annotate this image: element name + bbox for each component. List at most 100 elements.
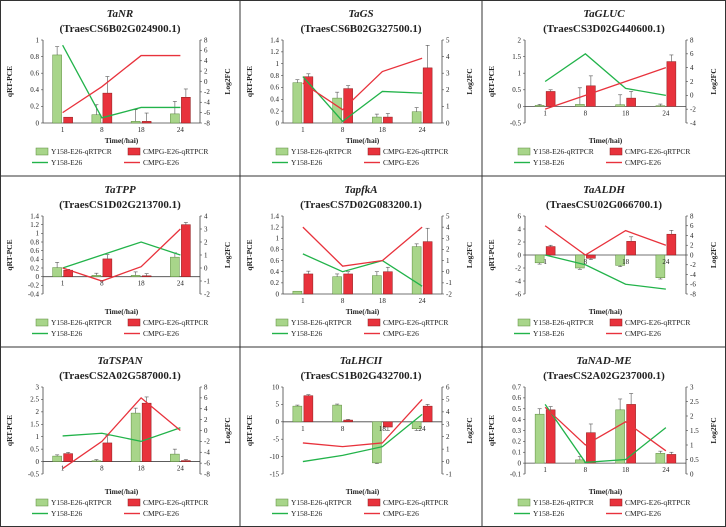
y2-tick-label: 4: [204, 405, 208, 413]
x-tick-label: 8: [100, 280, 104, 288]
y2-tick-label: -4: [204, 99, 210, 107]
line-y158: [544, 254, 666, 290]
legend-label: CMPG-E26-qRTPCR: [143, 318, 208, 327]
x-tick-label: 8: [100, 465, 104, 473]
bar-cmpg: [586, 432, 596, 464]
y2-tick-label: 3: [446, 70, 450, 78]
y-tick-label: 0: [276, 119, 280, 127]
legend-label: CMPG-E26: [625, 509, 661, 518]
y2-axis-title: Log2FC: [223, 68, 232, 94]
x-axis-title: Time(/hai): [346, 487, 380, 496]
bar-cmpg: [626, 97, 636, 107]
x-tick-label: 24: [419, 425, 427, 433]
x-axis-title: Time(/hai): [346, 136, 380, 145]
x-tick-label: 1: [301, 297, 305, 305]
line-y158: [62, 427, 181, 443]
x-tick-label: 1: [61, 126, 65, 134]
bar-y158: [170, 256, 180, 277]
y-tick-label: 0.5: [512, 86, 521, 94]
y2-tick-label: 2: [446, 86, 450, 94]
bar-y158: [332, 276, 342, 295]
bar-y158: [170, 113, 180, 124]
y2-tick-label: 0: [446, 458, 450, 466]
y2-tick-label: 6: [690, 50, 694, 58]
bar-y158: [332, 404, 342, 423]
y-axis-title: qRT-PCE: [487, 66, 496, 97]
x-tick-label: 8: [341, 425, 345, 433]
legend-swatch-y158-qrtpcr: [35, 318, 49, 327]
x-tick-label: 18: [622, 109, 630, 117]
y-tick-label: 0.6: [270, 257, 279, 265]
bar-y158: [411, 246, 422, 295]
gene-title: TaTPP: [104, 184, 136, 196]
legend-label: CMPG-E26-qRTPCR: [383, 147, 448, 156]
y-tick-label: 0.6: [512, 394, 521, 402]
y2-tick-label: 4: [446, 408, 450, 416]
y-tick-label: 0.4: [512, 416, 521, 424]
x-tick-label: 24: [662, 109, 670, 117]
x-tick-label: 24: [419, 126, 427, 134]
x-axis-title: Time(/hai): [589, 136, 623, 145]
y2-tick-label: -6: [204, 109, 210, 117]
x-axis-title: Time(/hai): [589, 487, 623, 496]
bar-y158: [91, 275, 102, 277]
bar-y158: [170, 453, 180, 462]
chart-panel-tanr: TaNR (TraesCS6B02G024900.1) 0 0.2 0.4 0.6 0.8 1…: [5, 8, 232, 167]
bar-y158: [372, 275, 382, 295]
line-cmpg: [302, 398, 423, 448]
y-tick-label: 1: [36, 433, 40, 441]
x-tick-label: 24: [419, 297, 427, 305]
y-tick-label: 6: [518, 212, 522, 220]
y2-tick-label: 6: [204, 394, 208, 402]
y2-tick-label: 3: [690, 383, 694, 391]
legend-label: Y158-E26: [291, 158, 322, 167]
y-tick-label: 0.4: [30, 86, 39, 94]
y2-tick-label: 0: [446, 119, 450, 127]
y-tick-label: 0: [36, 458, 40, 466]
line-cmpg: [62, 54, 181, 114]
y-tick-label: 0.4: [270, 268, 279, 276]
y2-tick-label: 0: [690, 470, 694, 478]
bar-cmpg: [102, 442, 113, 462]
y2-axis-title: Log2FC: [709, 68, 718, 94]
y-tick-label: 0.2: [270, 279, 279, 287]
y2-tick-label: 1: [446, 103, 450, 111]
bar-cmpg: [666, 61, 677, 107]
legend-label: Y158-E26: [533, 158, 564, 167]
line-cmpg: [544, 67, 667, 110]
x-tick-label: 18: [379, 425, 387, 433]
transcript-id: (TraesCSU02G066700.1): [546, 199, 663, 211]
legend-swatch-cmpg-qrtpcr: [609, 498, 623, 507]
bar-cmpg: [383, 271, 393, 295]
y-tick-label: 1: [36, 230, 40, 238]
bar-cmpg: [181, 224, 191, 277]
bar-cmpg: [102, 92, 113, 124]
y2-tick-label: 0: [204, 78, 208, 86]
y2-tick-label: 2: [690, 242, 694, 250]
x-axis-title: Time(/hai): [346, 307, 380, 316]
bar-cmpg: [545, 91, 556, 107]
y2-tick-label: 3: [446, 421, 450, 429]
bar-cmpg: [181, 460, 191, 462]
y2-tick-label: 2.5: [690, 398, 699, 406]
bar-cmpg: [586, 85, 596, 107]
x-axis-title: Time(/hai): [105, 307, 139, 316]
chart-panel-talhcii: TaLHCII(TraesCS1B02G432700.1)-15-10-5051…: [245, 355, 474, 518]
bar-cmpg: [422, 405, 433, 423]
bar-cmpg: [63, 453, 73, 462]
y2-tick-label: 0.5: [690, 456, 699, 464]
bar-y158: [575, 104, 585, 107]
legend-label: Y158-E26-qRTPCR: [51, 498, 112, 507]
x-tick-label: 8: [341, 126, 345, 134]
y-tick-label: 0: [518, 251, 522, 259]
y2-tick-label: 2: [446, 433, 450, 441]
legend-label: CMPG-E26-qRTPCR: [383, 498, 448, 507]
bar-y158: [91, 460, 102, 462]
y2-tick-label: 6: [690, 222, 694, 230]
line-cmpg: [62, 396, 181, 470]
bar-y158: [411, 421, 422, 430]
legend-swatch-y158-qrtpcr: [517, 147, 531, 156]
x-tick-label: 24: [662, 466, 670, 474]
y2-tick-label: 1.5: [690, 427, 699, 435]
y-tick-label: 4: [518, 225, 522, 233]
